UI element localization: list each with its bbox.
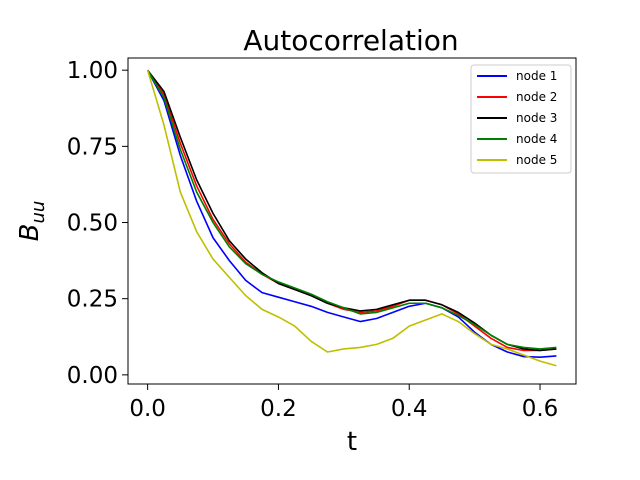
legend-frame: [470, 64, 572, 174]
x-tick-label: 0.0: [129, 396, 166, 422]
legend-entry-label: node 3: [516, 111, 557, 125]
x-tick-label: 0.6: [522, 396, 559, 422]
legend: node 1 node 2 node 3 node 4 node 5: [470, 64, 572, 174]
y-tick-label: 1.00: [67, 58, 118, 84]
y-tick-label: 0.75: [67, 134, 118, 160]
axis-ticks: 0.0 0.2 0.4 0.6 0.00 0.25 0.50 0.75 1.00: [67, 58, 559, 422]
y-axis-label-main: B: [15, 223, 45, 241]
chart-title: Autocorrelation: [243, 24, 458, 57]
series-line-4: [146, 69, 557, 350]
legend-entry-label: node 1: [516, 69, 557, 83]
y-tick-label: 0.25: [67, 287, 118, 313]
series-line-5: [146, 69, 557, 367]
y-tick-label: 0.50: [67, 211, 118, 237]
series-lines: [146, 69, 557, 367]
y-axis-label-subscript: uu: [28, 201, 49, 224]
x-tick-label: 0.2: [260, 396, 297, 422]
legend-entry-label: node 5: [516, 153, 557, 167]
y-tick-label: 0.00: [67, 363, 118, 389]
x-tick-label: 0.4: [391, 396, 428, 422]
y-axis-label: Buu: [15, 201, 49, 242]
plot-area-frame: [127, 57, 577, 385]
x-axis-label: t: [347, 427, 357, 457]
legend-entry-label: node 2: [516, 90, 557, 104]
legend-entry-label: node 4: [516, 132, 557, 146]
